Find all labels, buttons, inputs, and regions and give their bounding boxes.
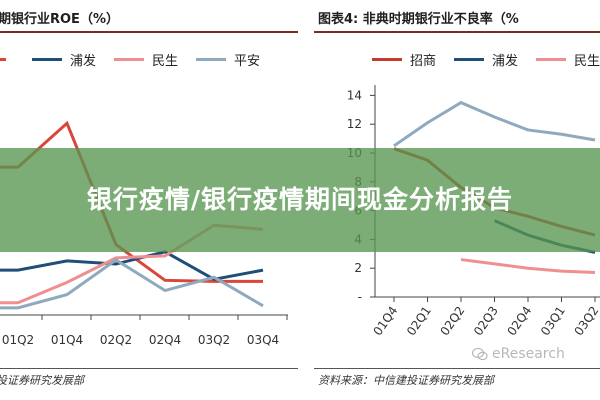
left-legend: 浦发 民生 平安 — [0, 50, 278, 69]
y-tick-label: 12 — [347, 117, 362, 131]
legend-swatch — [32, 58, 62, 61]
series-line — [0, 258, 264, 310]
right-legend: 招商 浦发 民生 — [372, 50, 600, 69]
legend-label: 招商 — [410, 54, 437, 69]
legend-swatch — [0, 58, 6, 61]
title-banner: 银行疫情/银行疫情期间现金分析报告 — [0, 148, 600, 252]
banner-title: 银行疫情/银行疫情期间现金分析报告 — [86, 185, 514, 214]
x-tick-label: 02Q4 — [504, 304, 534, 339]
x-tick-label: 02Q2 — [437, 304, 467, 339]
legend-swatch — [454, 58, 485, 61]
x-tick-label: 03Q2 — [571, 304, 600, 339]
legend-label: 浦发 — [492, 54, 519, 69]
left-source-note: 投证券研究发展部 — [0, 374, 84, 387]
y-tick-label: - — [358, 290, 362, 304]
legend-label: 浦发 — [70, 54, 97, 69]
right-chart-title: 图表4: 非典时期银行业不良率（% — [318, 12, 519, 27]
watermark-text: eResearch — [492, 346, 565, 362]
left-footer-rule — [0, 368, 298, 369]
legend-swatch — [196, 58, 227, 61]
legend-label: 民生 — [574, 54, 600, 69]
x-tick-label: 01Q4 — [370, 304, 400, 339]
legend-item-red — [0, 58, 14, 61]
series-line — [393, 100, 596, 148]
legend-item-pingan: 平安 — [196, 50, 260, 69]
x-tick-label: 03Q2 — [198, 333, 230, 347]
x-tick-label: 03Q4 — [247, 333, 279, 347]
right-source-note: 资料来源：中信建投证券研究发展部 — [318, 374, 494, 387]
legend-label: 民生 — [152, 54, 179, 69]
wechat-icon — [472, 347, 488, 361]
x-tick-label: 01Q4 — [51, 333, 83, 347]
y-tick-label: 2 — [354, 261, 362, 275]
left-chart-panel: 期银行业ROE（%） 浦发 民生 平安 01Q2 01Q4 02Q2 02Q4 03Q2… — [0, 12, 298, 387]
x-tick-label: 02Q1 — [404, 304, 434, 339]
series-line — [460, 258, 596, 275]
legend-item-minsheng: 民生 — [536, 50, 600, 69]
left-chart-title: 期银行业ROE（%） — [0, 12, 119, 27]
right-title-rule — [314, 31, 600, 33]
legend-item-pufa: 浦发 — [32, 50, 96, 69]
legend-swatch — [536, 58, 567, 61]
legend-swatch — [372, 58, 402, 61]
y-tick-label: 14 — [347, 88, 362, 102]
x-tick-label: 02Q3 — [471, 304, 501, 339]
legend-item-zhaoshang: 招商 — [372, 50, 436, 69]
x-tick-label: 02Q4 — [149, 333, 181, 347]
legend-label: 平安 — [234, 54, 261, 69]
left-line-chart: 01Q2 01Q4 02Q2 02Q4 03Q2 03Q4 — [0, 120, 288, 347]
left-title-rule — [0, 31, 298, 33]
legend-item-pufa: 浦发 — [454, 50, 518, 69]
x-tick-label: 03Q1 — [538, 304, 568, 339]
legend-swatch — [114, 58, 145, 61]
x-tick-label: 01Q2 — [2, 333, 34, 347]
legend-item-minsheng: 民生 — [114, 50, 178, 69]
right-footer-rule — [314, 368, 600, 369]
x-tick-label: 02Q2 — [100, 333, 132, 347]
series-line — [0, 250, 264, 281]
